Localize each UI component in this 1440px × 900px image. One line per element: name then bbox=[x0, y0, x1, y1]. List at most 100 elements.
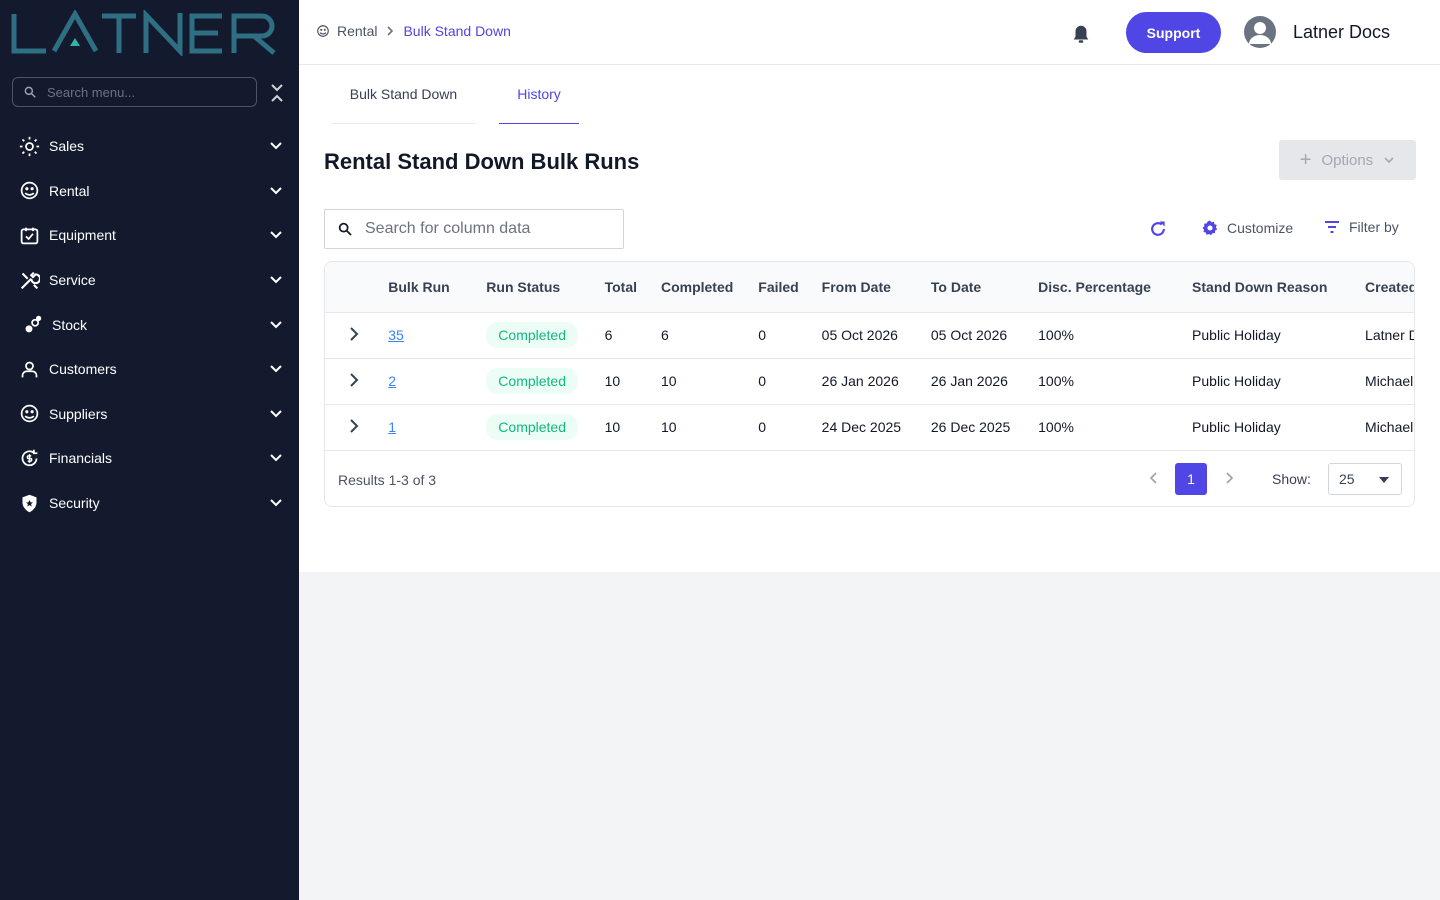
to-date-cell: 05 Oct 2026 bbox=[930, 327, 1008, 343]
menu-search-input[interactable] bbox=[47, 84, 247, 100]
chevron-right-icon[interactable] bbox=[347, 372, 361, 387]
table-footer: Results 1-3 of 3 1 Show: 25 bbox=[325, 450, 1414, 506]
page-title: Rental Stand Down Bulk Runs bbox=[324, 149, 640, 174]
menu-search[interactable] bbox=[12, 77, 257, 107]
table-row: 2 Completed 10 10 0 26 Jan 2026 26 Jan 2… bbox=[325, 358, 1414, 404]
table-header-row: Bulk Run Run Status Total Completed Fail… bbox=[325, 262, 1415, 312]
suppliers-icon bbox=[19, 403, 40, 424]
created-by-cell: Michael bbox=[1365, 373, 1414, 389]
created-by-cell: Latner Docs bbox=[1365, 327, 1414, 343]
chevron-right-icon[interactable] bbox=[347, 419, 361, 433]
data-table: Bulk Run Run Status Total Completed Fail… bbox=[325, 262, 1415, 450]
search-icon bbox=[24, 86, 36, 98]
tab-bar: Bulk Stand Down History bbox=[332, 65, 579, 124]
column-header[interactable]: Run Status bbox=[486, 278, 561, 295]
completed-cell: 10 bbox=[660, 373, 677, 389]
customers-icon bbox=[19, 359, 40, 380]
refresh-icon[interactable] bbox=[1148, 219, 1168, 239]
page-size-select[interactable]: 25 bbox=[1328, 463, 1402, 495]
chevron-right-icon[interactable] bbox=[1222, 471, 1236, 485]
bulk-run-link[interactable]: 2 bbox=[388, 373, 397, 389]
status-badge: Completed bbox=[486, 322, 578, 348]
options-button[interactable]: + Options bbox=[1279, 140, 1416, 180]
sidebar-nav: Sales Rental Equipment Service Stock Cus… bbox=[0, 124, 299, 525]
bell-icon[interactable] bbox=[1070, 23, 1092, 45]
chevron-down-icon bbox=[270, 142, 282, 150]
sidebar-item-label: Stock bbox=[52, 316, 88, 333]
sidebar-item-label: Rental bbox=[49, 182, 90, 199]
sidebar-item-customers[interactable]: Customers bbox=[0, 347, 299, 392]
sidebar-item-label: Equipment bbox=[49, 227, 116, 244]
column-header[interactable]: To Date bbox=[930, 278, 982, 295]
failed-cell: 0 bbox=[758, 327, 767, 343]
filter-label: Filter by bbox=[1349, 219, 1399, 235]
sidebar-item-suppliers[interactable]: Suppliers bbox=[0, 392, 299, 437]
caret-down-icon bbox=[1379, 477, 1389, 483]
column-search[interactable] bbox=[324, 209, 624, 249]
column-header[interactable]: Stand Down Reason bbox=[1192, 278, 1328, 295]
sidebar-item-label: Customers bbox=[49, 361, 117, 378]
sidebar-item-stock[interactable]: Stock bbox=[0, 302, 299, 347]
sidebar-item-financials[interactable]: Financials bbox=[0, 436, 299, 481]
gear-icon bbox=[1202, 220, 1218, 236]
page-number-button[interactable]: 1 bbox=[1175, 463, 1207, 495]
from-date-cell: 26 Jan 2026 bbox=[821, 373, 899, 389]
tab-history[interactable]: History bbox=[499, 65, 579, 124]
user-avatar-icon bbox=[1249, 22, 1271, 44]
created-by-cell: Michael bbox=[1365, 419, 1414, 436]
options-label: Options bbox=[1321, 151, 1374, 169]
bulk-run-link[interactable]: 35 bbox=[388, 327, 404, 343]
column-search-input[interactable] bbox=[365, 220, 605, 238]
column-header[interactable]: Completed bbox=[660, 278, 734, 295]
filter-button[interactable]: Filter by bbox=[1324, 219, 1399, 235]
latner-logo[interactable] bbox=[10, 10, 280, 56]
customize-label: Customize bbox=[1227, 220, 1294, 236]
avatar[interactable] bbox=[1244, 16, 1276, 48]
chevron-down-icon bbox=[270, 410, 282, 418]
table-row: 35 Completed 6 6 0 05 Oct 2026 05 Oct 20… bbox=[325, 312, 1414, 358]
to-date-cell: 26 Jan 2026 bbox=[930, 373, 1008, 389]
column-header[interactable]: Total bbox=[604, 278, 637, 295]
rental-icon bbox=[317, 25, 329, 37]
chevron-down-icon bbox=[270, 276, 282, 284]
reason-cell: Public Holiday bbox=[1192, 373, 1281, 389]
column-header[interactable]: Failed bbox=[758, 278, 799, 295]
sidebar-item-equipment[interactable]: Equipment bbox=[0, 213, 299, 258]
bulk-runs-table: Bulk Run Run Status Total Completed Fail… bbox=[324, 261, 1415, 507]
chevron-down-icon bbox=[270, 320, 282, 329]
column-header[interactable]: Disc. Percentage bbox=[1038, 278, 1151, 295]
failed-cell: 0 bbox=[758, 419, 767, 436]
from-date-cell: 05 Oct 2026 bbox=[821, 327, 898, 343]
bulk-run-link[interactable]: 1 bbox=[388, 419, 397, 436]
support-button[interactable]: Support bbox=[1126, 12, 1221, 53]
breadcrumb-current[interactable]: Bulk Stand Down bbox=[403, 23, 511, 39]
column-header[interactable]: Bulk Run bbox=[388, 278, 450, 295]
user-name[interactable]: Latner Docs bbox=[1293, 22, 1391, 42]
to-date-cell: 26 Dec 2025 bbox=[930, 419, 1011, 436]
plus-icon: + bbox=[1299, 148, 1312, 171]
collapse-sidebar-icon[interactable] bbox=[268, 82, 286, 104]
sidebar-item-label: Service bbox=[49, 272, 96, 289]
sidebar-item-security[interactable]: Security bbox=[0, 481, 299, 526]
column-header[interactable]: From Date bbox=[821, 278, 891, 295]
show-label: Show: bbox=[1272, 471, 1311, 487]
chevron-right-icon bbox=[387, 26, 394, 36]
reason-cell: Public Holiday bbox=[1192, 419, 1281, 436]
tab-bulk-stand-down[interactable]: Bulk Stand Down bbox=[332, 65, 475, 124]
customize-button[interactable]: Customize bbox=[1201, 219, 1293, 237]
sidebar-item-sales[interactable]: Sales bbox=[0, 124, 299, 169]
reason-cell: Public Holiday bbox=[1192, 327, 1281, 343]
expand-column-header bbox=[325, 262, 388, 312]
chevron-right-icon[interactable] bbox=[347, 326, 361, 341]
column-header[interactable]: Created By bbox=[1365, 278, 1415, 295]
rental-icon bbox=[19, 180, 40, 201]
sidebar-item-rental[interactable]: Rental bbox=[0, 169, 299, 214]
chevron-left-icon[interactable] bbox=[1147, 471, 1161, 485]
total-cell: 10 bbox=[604, 419, 621, 436]
completed-cell: 10 bbox=[660, 419, 677, 436]
completed-cell: 6 bbox=[660, 327, 669, 343]
filter-icon bbox=[1325, 221, 1339, 233]
breadcrumb-rental[interactable]: Rental bbox=[337, 23, 378, 39]
results-count: Results 1-3 of 3 bbox=[338, 472, 437, 488]
sidebar-item-service[interactable]: Service bbox=[0, 258, 299, 303]
